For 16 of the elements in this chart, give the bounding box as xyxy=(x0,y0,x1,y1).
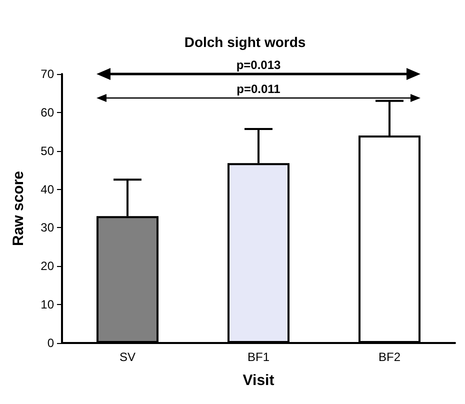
y-tick-label: 70 xyxy=(40,67,54,81)
x-tick-label: SV xyxy=(119,350,136,364)
y-tick-label: 40 xyxy=(40,182,54,196)
x-tick-label: BF2 xyxy=(378,350,401,364)
x-tick-label: BF1 xyxy=(247,350,270,364)
y-tick-label: 0 xyxy=(47,336,54,350)
annotation: p=0.011 xyxy=(236,82,281,96)
text: p=0.013 xyxy=(236,58,282,72)
y-tick-label: 60 xyxy=(40,105,54,120)
y-tick-label: 20 xyxy=(40,259,54,274)
chart-title: Dolch sight words xyxy=(184,34,306,50)
y-axis-title: Raw score xyxy=(10,170,27,246)
y-tick-label: 10 xyxy=(40,298,54,312)
y-tick-label: 30 xyxy=(40,220,54,235)
y-tick-label: 50 xyxy=(40,144,54,158)
x-axis-title: Visit xyxy=(242,372,274,389)
